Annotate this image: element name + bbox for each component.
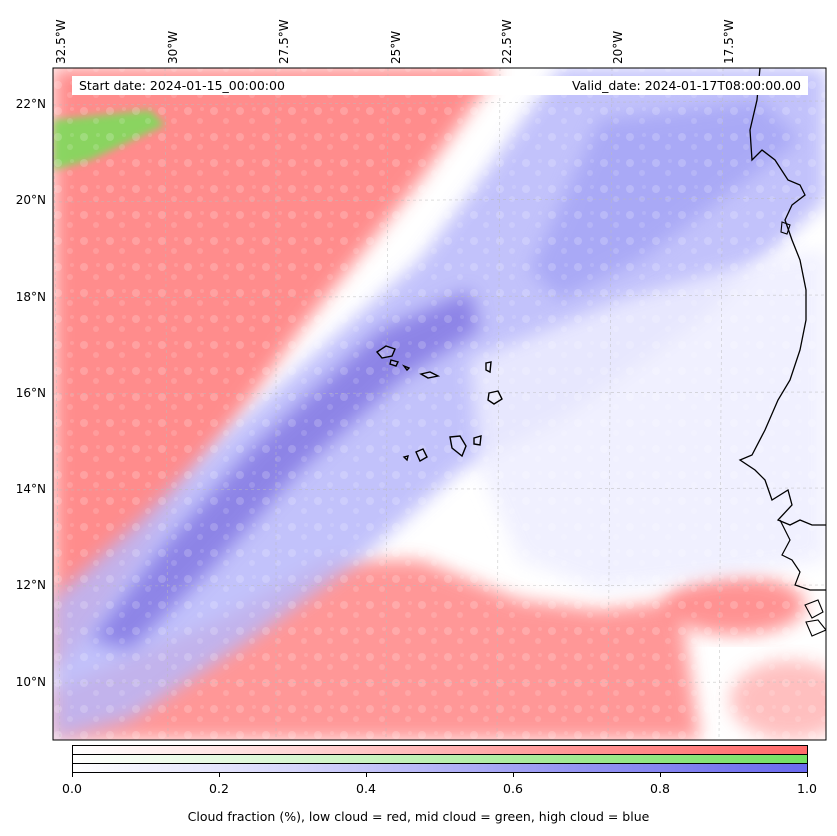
colorbar-tick-label: 0.8 [650, 781, 670, 796]
lon-tick-label: 27.5°W [277, 19, 291, 64]
cape-verde-islands [375, 345, 503, 462]
date-info-bar: Start date: 2024-01-15_00:00:00 Valid_da… [72, 76, 808, 95]
colorbar-tick-label: 1.0 [797, 781, 817, 796]
lon-tick-label: 30°W [166, 30, 180, 64]
valid-date-label: Valid_date: 2024-01-17T08:00:00.00 [571, 78, 801, 93]
colorbar-tick-label: 0.4 [356, 781, 376, 796]
lon-tick-label: 22.5°W [500, 19, 514, 64]
colorbar-tick-label: 0.0 [62, 781, 82, 796]
cloud-field [53, 68, 826, 740]
colorbar-tick-label: 0.6 [503, 781, 523, 796]
lat-tick-label: 18°N [15, 290, 46, 304]
graticule [53, 68, 826, 740]
african-coastline [738, 68, 826, 526]
lon-tick-label: 25°W [389, 30, 403, 64]
lat-tick-label: 12°N [15, 578, 46, 592]
colorbar-mid-cloud [73, 755, 807, 764]
lat-tick-label: 14°N [15, 482, 46, 496]
lon-tick-label: 32.5°W [54, 19, 68, 64]
lat-tick-label: 20°N [15, 193, 46, 207]
start-date-label: Start date: 2024-01-15_00:00:00 [79, 78, 285, 93]
colorbar-tick-label: 0.2 [209, 781, 229, 796]
lat-tick-label: 10°N [15, 675, 46, 689]
colorbar-low-cloud [73, 746, 807, 755]
lat-tick-label: 22°N [15, 97, 46, 111]
lon-tick-label: 17.5°W [722, 19, 736, 64]
lat-tick-label: 16°N [15, 386, 46, 400]
colorbar-high-cloud [73, 764, 807, 772]
lon-tick-label: 20°W [611, 30, 625, 64]
colorbar-caption: Cloud fraction (%), low cloud = red, mid… [187, 809, 650, 824]
colorbar [72, 745, 808, 773]
